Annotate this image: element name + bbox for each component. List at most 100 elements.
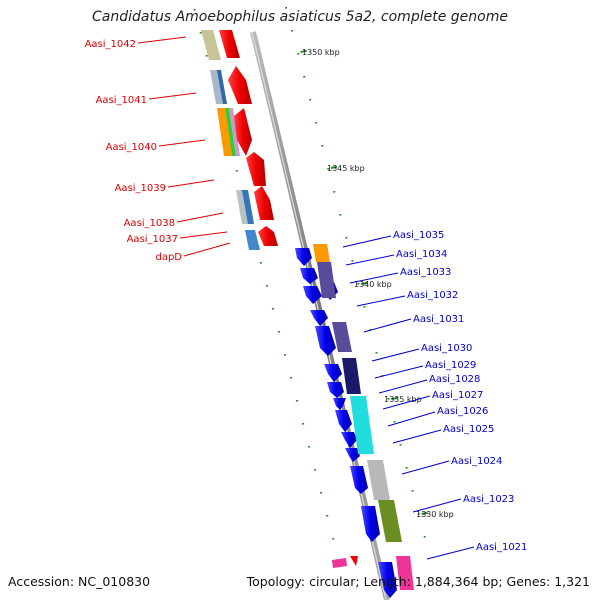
cog-block (396, 556, 414, 590)
leader-line (371, 348, 420, 362)
major-ticks (300, 49, 428, 515)
tick-label: 1340 kbp (354, 280, 392, 289)
leader-line (356, 295, 406, 307)
cog-block (210, 70, 224, 104)
gene-label[interactable]: Aasi_1033 (400, 267, 451, 278)
cog-block (332, 558, 347, 568)
gene-aasi-1041[interactable] (228, 66, 252, 104)
gene-aasi-1023[interactable] (361, 506, 380, 542)
leader-line (158, 139, 206, 147)
tick-label: 1345 kbp (327, 164, 365, 173)
cog-block (317, 262, 336, 298)
tick-label: 1350 kbp (302, 48, 340, 57)
cog-blocks-right (313, 244, 414, 590)
leader-line (342, 235, 392, 248)
right-gene-labels: Aasi_1035 Aasi_1034 Aasi_1033 Aasi_1032 … (342, 230, 527, 560)
gene-label[interactable]: Aasi_1040 (106, 142, 157, 153)
cog-block (378, 500, 402, 542)
cog-block (332, 322, 352, 352)
leader-line (392, 429, 442, 444)
cog-block (245, 230, 260, 250)
cog-block (217, 108, 232, 156)
gene-label[interactable]: Aasi_1026 (437, 406, 488, 417)
cog-block (367, 460, 390, 500)
gene-dapd[interactable] (258, 226, 278, 246)
gene-label[interactable]: Aasi_1031 (413, 314, 464, 325)
gene-label[interactable]: Aasi_1042 (85, 39, 136, 50)
gene-label[interactable]: Aasi_1041 (96, 95, 147, 106)
gene-label[interactable]: Aasi_1034 (396, 249, 447, 260)
gene-aasi-1034[interactable] (300, 268, 318, 284)
gene-aasi-1024[interactable] (350, 466, 368, 494)
gene-aasi-1027[interactable] (333, 398, 346, 410)
leader-line (387, 411, 436, 427)
gene-label[interactable]: Aasi_1027 (432, 390, 483, 401)
leader-line (345, 254, 395, 266)
tick-label: 1335 kbp (384, 395, 422, 404)
cog-block (229, 108, 240, 156)
gene-label[interactable]: Aasi_1038 (124, 218, 175, 229)
leader-line (412, 498, 462, 513)
left-gene-labels: Aasi_1042 Aasi_1041 Aasi_1040 Aasi_1039 … (85, 36, 231, 263)
forward-genes (219, 30, 278, 246)
gene-aasi-1038[interactable] (254, 186, 274, 220)
tick-label: 1330 kbp (416, 510, 454, 519)
gene-label[interactable]: Aasi_1037 (127, 234, 178, 245)
gene-label[interactable]: Aasi_1039 (115, 183, 166, 194)
gene-aasi-1030[interactable] (315, 326, 336, 356)
map-title: Candidatus Amoebophilus asiaticus 5a2, c… (92, 9, 508, 25)
gene-aasi-1040[interactable] (234, 108, 252, 156)
cog-block (242, 190, 254, 224)
gene-aasi-1033[interactable] (303, 286, 322, 304)
gene-aasi-1031[interactable] (310, 310, 328, 326)
accession-text: Accession: NC_010830 (8, 574, 151, 589)
gene-label[interactable]: Aasi_1025 (443, 424, 494, 435)
major-tick (300, 49, 307, 53)
gene-label[interactable]: Aasi_1021 (476, 542, 527, 553)
gene-aasi-1039[interactable] (246, 152, 266, 186)
gene-aasi-1035[interactable] (295, 248, 312, 266)
gene-small[interactable] (350, 556, 358, 566)
gene-aasi-1025b[interactable] (345, 448, 360, 462)
gene-label[interactable]: Aasi_1032 (407, 290, 458, 301)
leader-line (179, 231, 228, 239)
leader-line (167, 179, 215, 188)
major-tick (391, 396, 398, 400)
leader-line (363, 318, 412, 333)
gene-label[interactable]: Aasi_1028 (429, 374, 480, 385)
gene-label[interactable]: dapD (155, 252, 182, 263)
leader-line (426, 546, 475, 560)
leader-line (378, 379, 428, 394)
leader-line (401, 460, 450, 475)
cog-block (350, 396, 374, 454)
cog-block (201, 30, 221, 60)
gene-label[interactable]: Aasi_1024 (451, 456, 502, 467)
cog-block (342, 358, 361, 394)
major-tick (361, 281, 368, 285)
leader-line (148, 92, 197, 100)
reverse-genes (295, 248, 397, 598)
gene-aasi-1042[interactable] (219, 30, 240, 58)
leader-line (382, 395, 431, 410)
gene-aasi-1028[interactable] (327, 382, 344, 398)
gene-aasi-1029[interactable] (324, 364, 342, 382)
gene-label[interactable]: Aasi_1029 (425, 360, 476, 371)
gene-label[interactable]: Aasi_1030 (421, 343, 472, 354)
gene-aasi-1025[interactable] (341, 432, 357, 448)
gene-aasi-1026[interactable] (335, 410, 352, 432)
gene-aasi-1021[interactable] (378, 562, 397, 598)
cog-block (217, 70, 227, 104)
leader-line (183, 242, 231, 257)
leader-line (349, 272, 399, 284)
leader-line (176, 212, 224, 223)
cog-block (225, 108, 236, 156)
major-tick (330, 165, 338, 169)
cog-block (313, 244, 330, 262)
tick-labels: 1350 kbp 1345 kbp 1340 kbp 1335 kbp 1330… (302, 48, 454, 519)
cog-blocks-left (201, 30, 260, 250)
leader-line (374, 365, 424, 379)
gene-label[interactable]: Aasi_1035 (393, 230, 444, 241)
gene-label[interactable]: Aasi_1023 (463, 494, 514, 505)
